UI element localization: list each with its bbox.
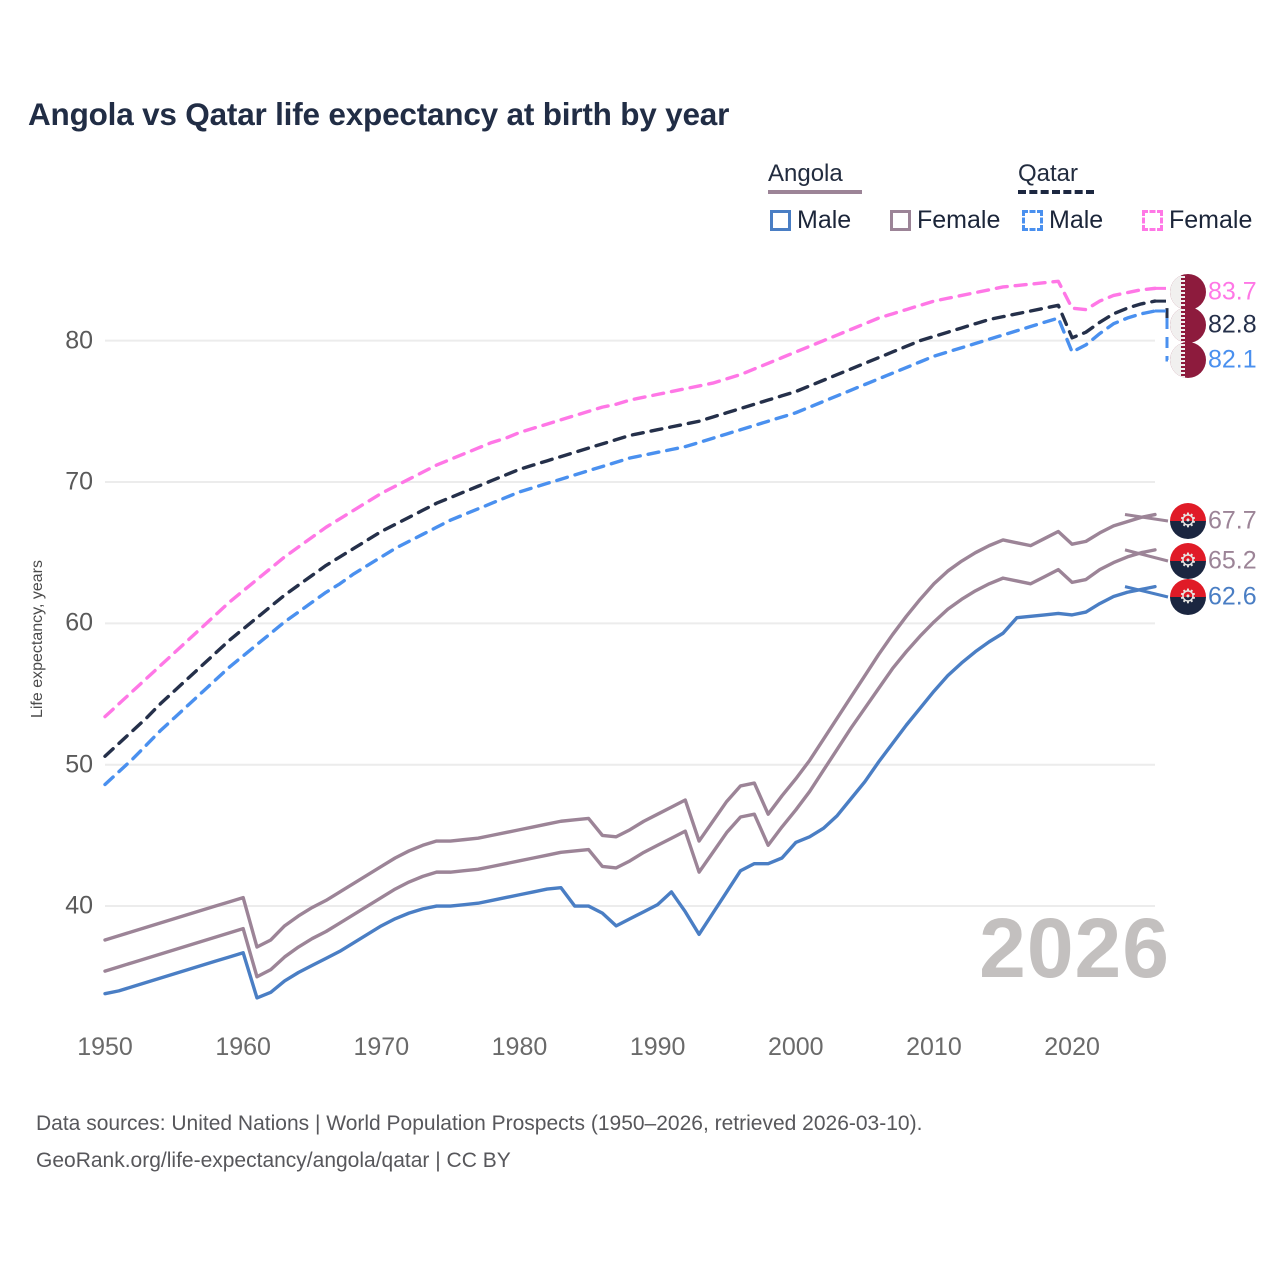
legend-item-qatar-male[interactable]: Male bbox=[1022, 206, 1103, 235]
end-value-label: 82.8 bbox=[1208, 310, 1257, 339]
x-tick-label: 1990 bbox=[629, 1033, 686, 1061]
legend-item-angola-female[interactable]: Female bbox=[890, 206, 1000, 235]
label-connector bbox=[1155, 309, 1169, 362]
chart-legend: Angola Qatar Male Female Male Female bbox=[760, 160, 1260, 240]
series-line-qatar-female bbox=[103, 279, 1157, 719]
legend-label-qatar-male: Male bbox=[1049, 206, 1104, 234]
series-line-angola-total bbox=[103, 548, 1157, 979]
legend-rule-angola bbox=[768, 190, 862, 194]
flag-badge-qatar bbox=[1170, 274, 1206, 310]
series-line-qatar-total bbox=[103, 299, 1157, 758]
x-tick-label: 2010 bbox=[906, 1033, 962, 1061]
end-value-label: 83.7 bbox=[1208, 277, 1257, 306]
legend-group-qatar: Qatar bbox=[1018, 160, 1079, 187]
footer-text: Data sources: United Nations | World Pop… bbox=[36, 1105, 922, 1179]
series-lines bbox=[103, 279, 1157, 1000]
angola-flag-red-band bbox=[1170, 579, 1206, 597]
x-tick-label: 1950 bbox=[77, 1033, 133, 1061]
qatar-flag-white-band bbox=[1170, 307, 1183, 343]
legend-label-angola-female: Female bbox=[917, 206, 1001, 234]
legend-rule-qatar bbox=[1018, 190, 1094, 194]
y-tick-label: 50 bbox=[65, 750, 93, 779]
angola-flag-emblem: ⚙ bbox=[1179, 586, 1197, 608]
legend-item-angola-male[interactable]: Male bbox=[770, 206, 851, 235]
angola-flag-red-band bbox=[1170, 503, 1206, 521]
end-value-label: 67.7 bbox=[1208, 506, 1257, 535]
footer-line-1: Data sources: United Nations | World Pop… bbox=[36, 1112, 923, 1135]
series-line-qatar-male bbox=[103, 309, 1157, 787]
label-connectors bbox=[1124, 286, 1169, 599]
series-line-angola-male bbox=[103, 584, 1157, 1000]
angola-flag-red-band bbox=[1170, 543, 1206, 561]
qatar-flag-serrated-edge bbox=[1180, 307, 1186, 343]
year-watermark: 2026 bbox=[979, 901, 1170, 995]
end-value-label: 62.6 bbox=[1208, 582, 1257, 611]
x-tick-label: 2000 bbox=[767, 1033, 824, 1061]
flag-badge-qatar bbox=[1170, 342, 1206, 378]
x-tick-label: 1970 bbox=[353, 1033, 410, 1061]
legend-swatch-qatar-female bbox=[1142, 210, 1163, 231]
y-tick-label: 40 bbox=[65, 891, 93, 920]
angola-flag-black-band bbox=[1170, 561, 1206, 579]
angola-flag-black-band bbox=[1170, 597, 1206, 615]
end-value-label: 82.1 bbox=[1208, 345, 1257, 374]
x-tick-label: 1960 bbox=[215, 1033, 271, 1061]
legend-label-qatar-female: Female bbox=[1169, 206, 1253, 234]
qatar-flag-white-band bbox=[1170, 342, 1183, 378]
label-connector bbox=[1124, 548, 1169, 563]
x-tick-label: 2020 bbox=[1044, 1033, 1100, 1061]
legend-swatch-angola-male bbox=[770, 210, 791, 231]
gridlines bbox=[105, 339, 1155, 908]
y-tick-label: 60 bbox=[65, 608, 93, 637]
y-tick-label: 80 bbox=[65, 326, 93, 355]
legend-group-angola: Angola bbox=[768, 160, 843, 187]
legend-swatch-angola-female bbox=[890, 210, 911, 231]
legend-item-qatar-female[interactable]: Female bbox=[1142, 206, 1252, 235]
label-connector bbox=[1155, 299, 1169, 327]
y-tick-label: 70 bbox=[65, 467, 93, 496]
qatar-flag-serrated-edge bbox=[1180, 342, 1186, 378]
label-connector bbox=[1155, 286, 1169, 294]
qatar-flag-serrated-edge bbox=[1180, 274, 1186, 310]
angola-flag-emblem: ⚙ bbox=[1179, 510, 1197, 532]
page-title: Angola vs Qatar life expectancy at birth… bbox=[28, 96, 730, 132]
label-connector bbox=[1124, 585, 1169, 599]
angola-flag-emblem: ⚙ bbox=[1179, 550, 1197, 572]
flag-badge-angola: ⚙ bbox=[1170, 579, 1206, 615]
flag-badge-angola: ⚙ bbox=[1170, 503, 1206, 539]
angola-flag-black-band bbox=[1170, 521, 1206, 539]
x-tick-label: 1980 bbox=[491, 1033, 548, 1061]
series-line-angola-female bbox=[103, 512, 1157, 949]
legend-swatch-qatar-male bbox=[1022, 210, 1043, 231]
legend-label-angola-male: Male bbox=[797, 206, 852, 234]
label-connector bbox=[1124, 513, 1169, 523]
qatar-flag-white-band bbox=[1170, 274, 1183, 310]
footer-line-2: GeoRank.org/life-expectancy/angola/qatar… bbox=[36, 1149, 511, 1172]
end-value-label: 65.2 bbox=[1208, 546, 1257, 575]
flag-badge-qatar bbox=[1170, 307, 1206, 343]
flag-badge-angola: ⚙ bbox=[1170, 543, 1206, 579]
